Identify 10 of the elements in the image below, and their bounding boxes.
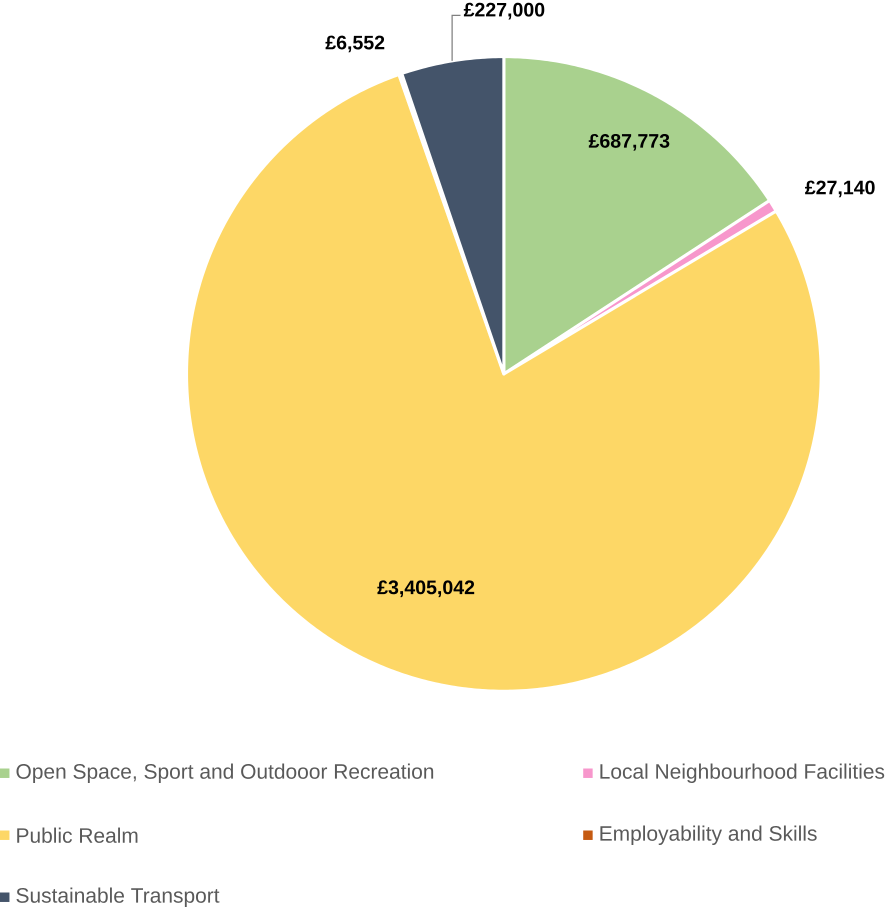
legend-label: Employability and Skills <box>600 825 817 845</box>
legend-label: Sustainable Transport <box>16 887 220 907</box>
legend-label: Local Neighbourhood Facilities <box>600 763 884 783</box>
data-label: £27,140 <box>805 180 875 198</box>
data-label: £227,000 <box>464 2 544 20</box>
data-label: £3,405,042 <box>377 580 474 598</box>
legend-label: Public Realm <box>17 828 138 843</box>
legend-label: Open Space, Sport and Outdooor Recreation <box>16 763 434 783</box>
data-label: £687,773 <box>588 134 670 151</box>
data-label: £6,552 <box>325 36 384 52</box>
